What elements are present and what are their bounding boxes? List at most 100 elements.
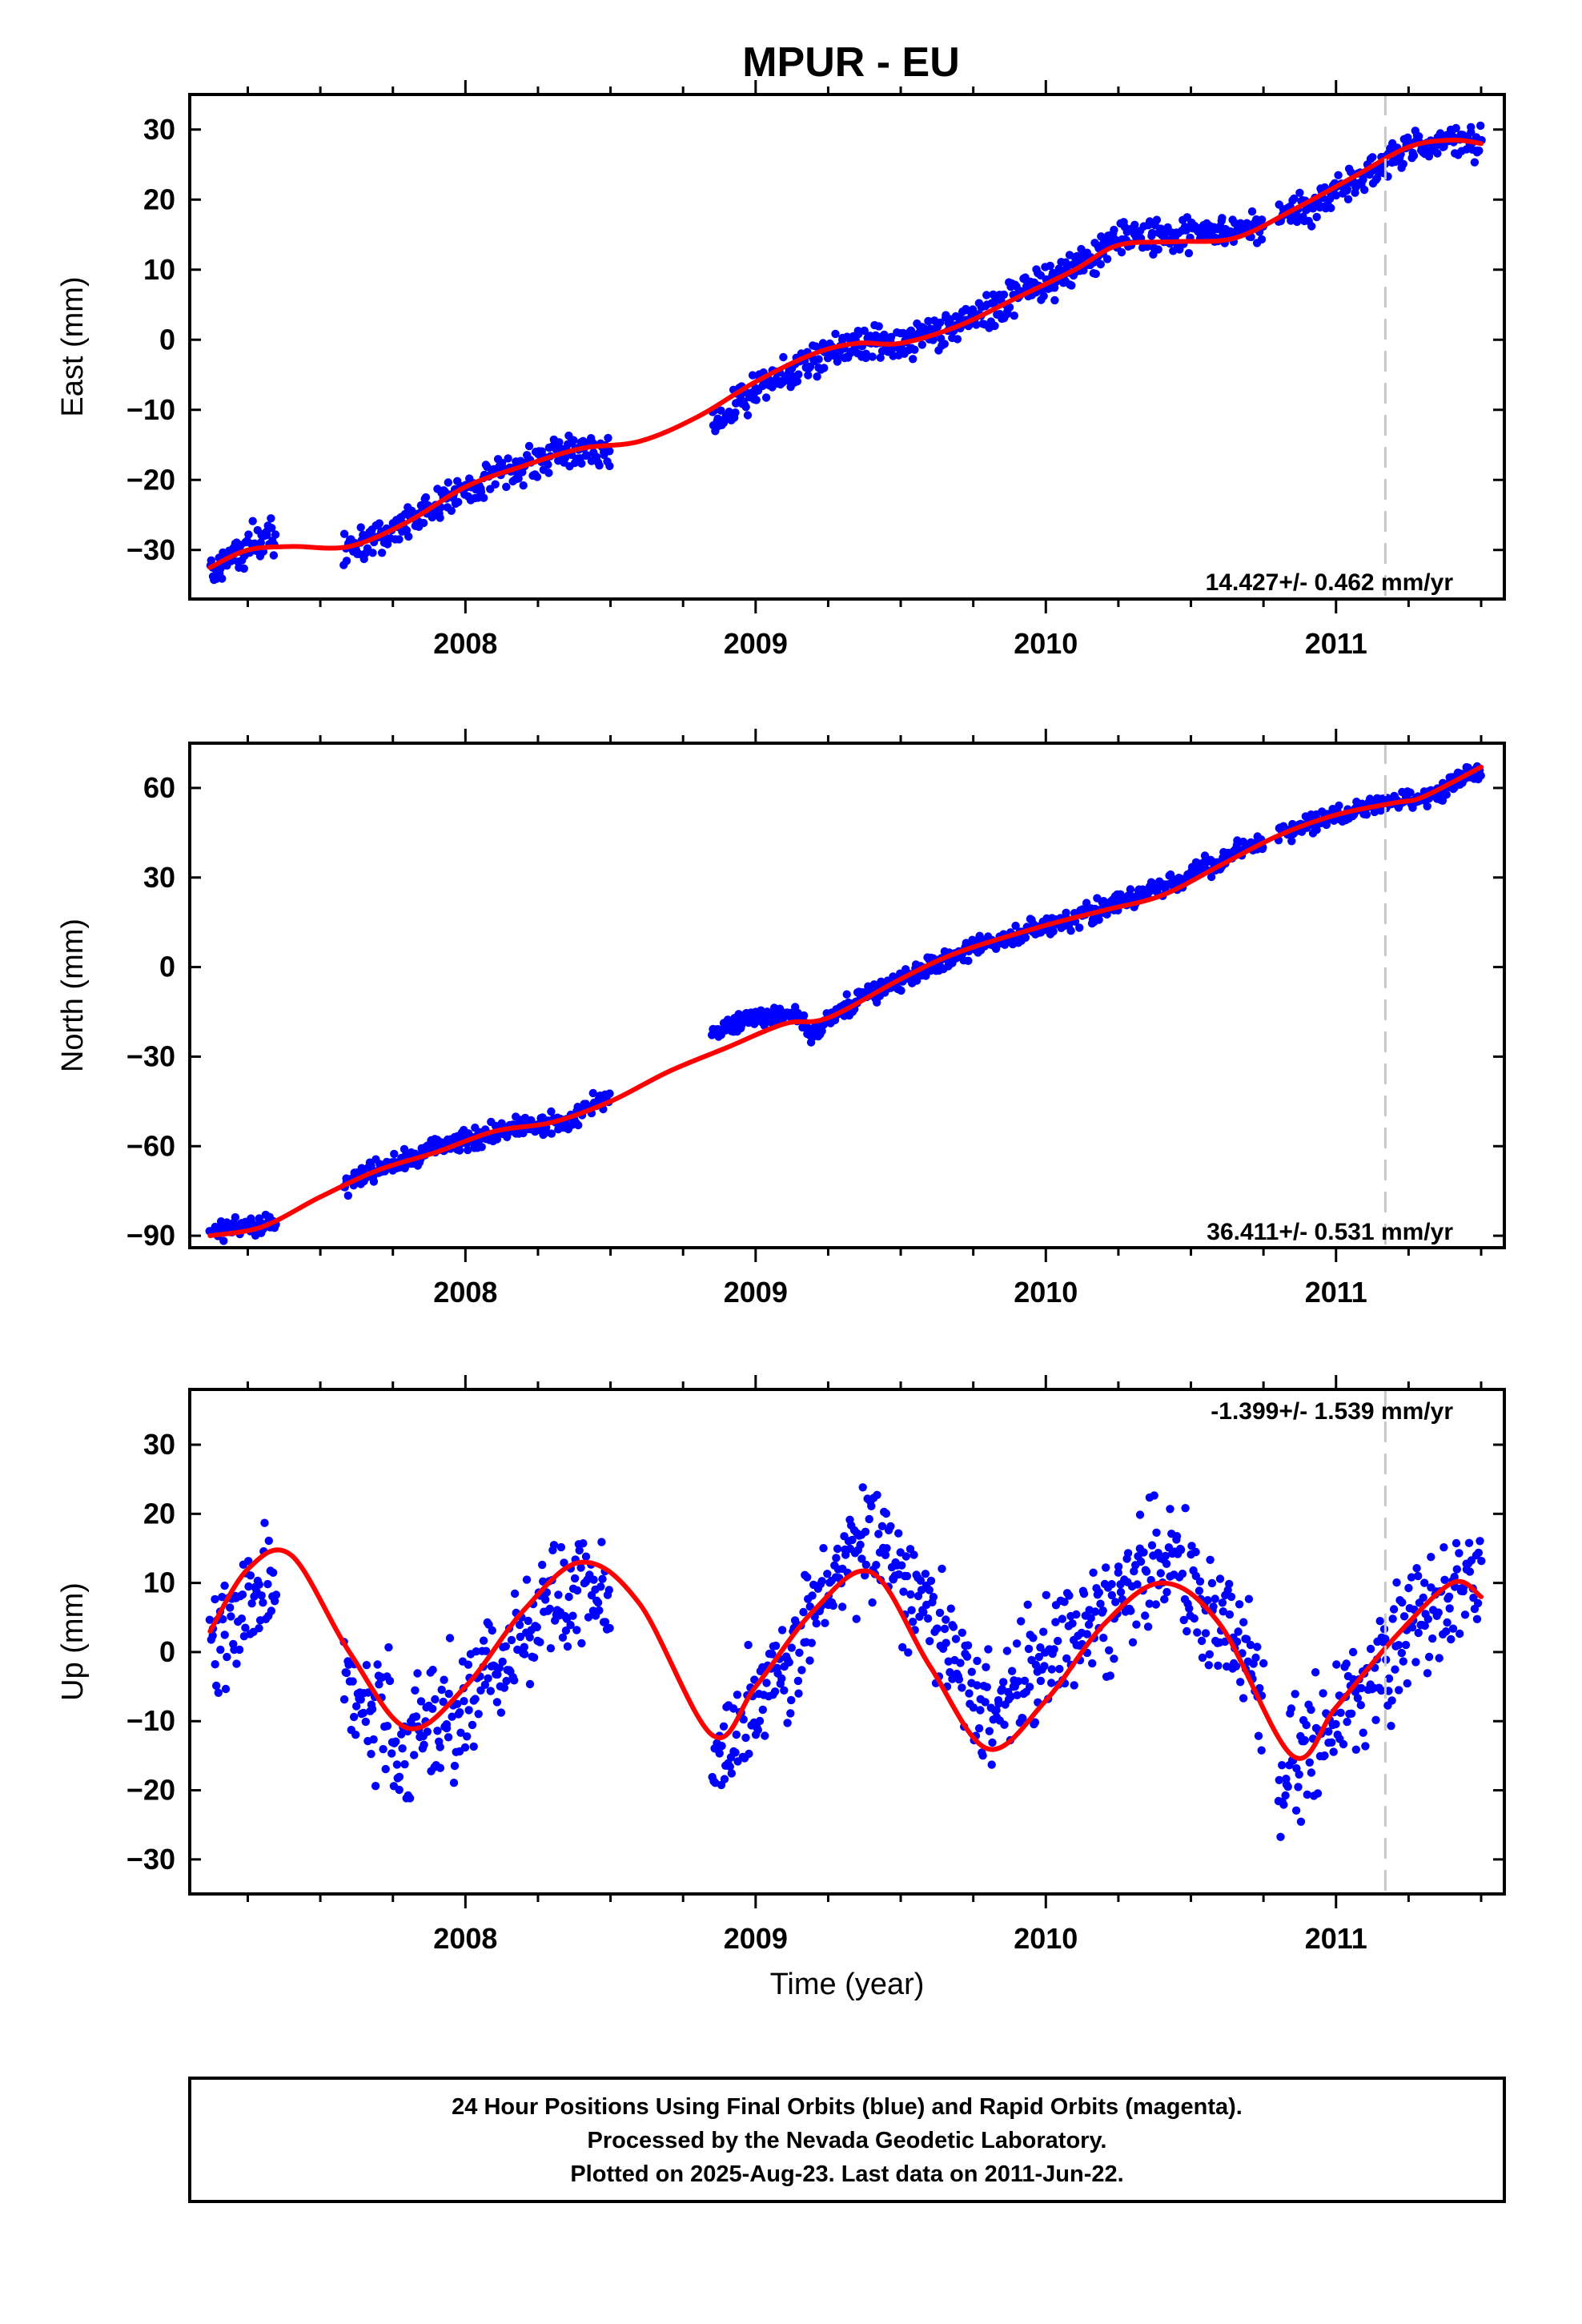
data-point — [906, 1590, 915, 1599]
x-tick-label: 2008 — [433, 1276, 497, 1309]
data-point — [1075, 923, 1084, 932]
data-point — [1294, 1783, 1303, 1791]
data-point — [433, 1727, 442, 1735]
data-point — [1477, 1557, 1486, 1566]
data-point — [777, 1674, 786, 1683]
data-point — [861, 1560, 871, 1570]
data-point — [264, 1536, 273, 1546]
data-point — [1090, 1607, 1100, 1616]
data-point — [482, 1647, 491, 1655]
data-point — [1147, 228, 1157, 238]
data-point — [384, 1642, 393, 1652]
data-point — [1403, 1679, 1412, 1688]
data-point — [873, 1490, 881, 1500]
data-point — [1025, 1683, 1034, 1691]
data-point — [1164, 1543, 1174, 1552]
data-point — [1476, 771, 1485, 780]
data-point — [471, 1695, 480, 1703]
data-point — [732, 1730, 741, 1739]
data-point — [583, 451, 592, 460]
data-point — [1154, 245, 1162, 254]
data-point — [1424, 1652, 1434, 1662]
data-point — [786, 1709, 795, 1718]
data-point — [491, 480, 500, 489]
data-point — [1452, 1565, 1462, 1574]
data-point — [1068, 260, 1077, 269]
data-point — [359, 1708, 368, 1718]
data-point — [771, 1641, 781, 1651]
data-point — [1295, 188, 1304, 197]
data-point — [860, 326, 869, 336]
data-point — [946, 1604, 956, 1613]
data-point — [1448, 1624, 1458, 1633]
data-point — [715, 1749, 724, 1758]
data-point — [1013, 1691, 1022, 1699]
data-point — [1287, 837, 1296, 846]
data-point — [442, 1723, 452, 1733]
data-point — [1291, 1690, 1299, 1699]
data-point — [1135, 1510, 1145, 1519]
data-point — [255, 1624, 263, 1633]
data-point — [546, 1644, 556, 1653]
data-point — [348, 1677, 357, 1686]
data-point — [829, 1601, 838, 1610]
data-point — [1395, 1686, 1403, 1695]
data-point — [1414, 1628, 1423, 1638]
data-point — [596, 1582, 605, 1591]
data-point — [367, 1750, 375, 1759]
data-point — [527, 1116, 536, 1125]
data-point — [880, 330, 889, 340]
data-point — [974, 1724, 984, 1733]
data-point — [572, 1586, 582, 1595]
east-rate-label: 14.427+/- 0.462 mm/yr — [1206, 569, 1454, 596]
data-point — [604, 1586, 613, 1594]
data-point — [1107, 1580, 1116, 1589]
data-point — [1291, 1806, 1301, 1815]
data-point — [1319, 1689, 1327, 1698]
data-point — [1276, 1832, 1285, 1841]
data-point — [256, 538, 265, 547]
data-point — [1253, 1642, 1262, 1651]
data-point — [524, 441, 534, 451]
data-point — [1225, 1610, 1235, 1619]
data-point — [410, 1751, 419, 1759]
data-point — [1123, 1549, 1133, 1558]
data-point — [795, 1648, 804, 1657]
data-point — [1102, 255, 1112, 263]
data-point — [558, 1633, 568, 1642]
data-point — [339, 529, 349, 538]
data-point — [400, 1759, 409, 1769]
data-point — [605, 1089, 614, 1098]
data-point — [868, 352, 877, 361]
y-tick-label: 0 — [159, 323, 175, 356]
data-point — [1185, 1604, 1194, 1613]
data-point — [486, 1687, 495, 1695]
data-point — [933, 1624, 942, 1633]
data-point — [1082, 1630, 1092, 1638]
data-point — [1105, 1646, 1114, 1655]
data-point — [584, 1613, 593, 1622]
data-point — [739, 1715, 748, 1724]
data-point — [719, 1722, 729, 1731]
data-point — [733, 1691, 742, 1699]
data-point — [226, 1603, 235, 1612]
north-ticks: −90 −60 −30 0 30 60 2008 2009 2010 2011 — [126, 729, 1504, 1309]
data-point — [1455, 1549, 1464, 1558]
data-point — [956, 1659, 965, 1667]
data-point — [1024, 1644, 1034, 1654]
data-point — [362, 1661, 371, 1670]
data-point — [416, 1697, 426, 1706]
data-point — [1036, 1676, 1046, 1686]
data-point — [794, 1689, 803, 1698]
data-point — [431, 1695, 440, 1704]
data-point — [1150, 1491, 1158, 1500]
data-point — [545, 1604, 554, 1614]
data-point — [219, 1614, 227, 1624]
data-point — [572, 1626, 581, 1634]
fit-curve — [207, 137, 1484, 570]
data-point — [1060, 1598, 1069, 1606]
data-point — [579, 1539, 588, 1548]
data-point — [356, 1695, 365, 1704]
data-point — [1254, 1731, 1263, 1740]
data-point — [935, 1608, 945, 1618]
